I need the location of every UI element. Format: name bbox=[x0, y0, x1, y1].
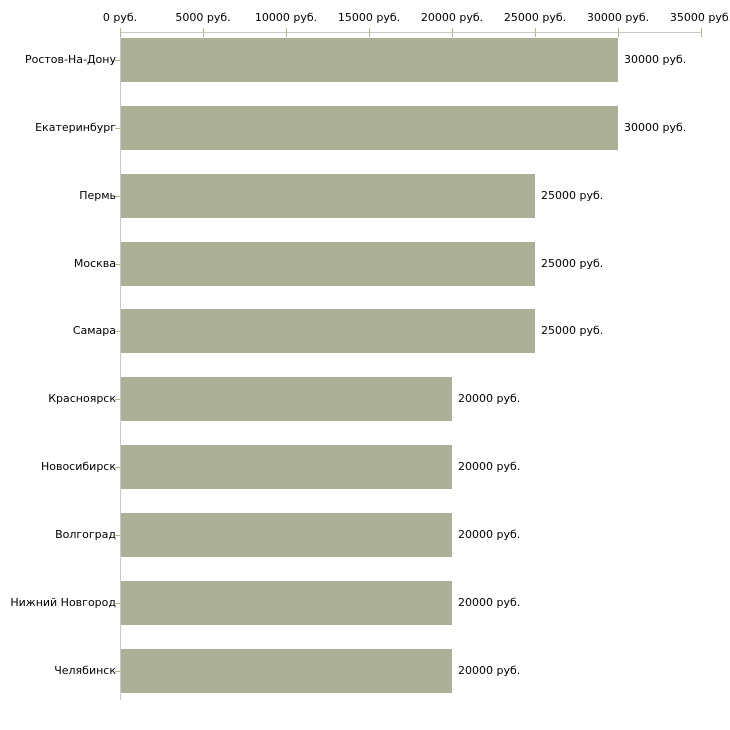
category-label: Новосибирск bbox=[40, 460, 116, 473]
value-label: 20000 руб. bbox=[458, 528, 521, 541]
x-tick-mark bbox=[120, 28, 121, 37]
value-label: 20000 руб. bbox=[458, 596, 521, 609]
bar bbox=[121, 106, 618, 150]
category-label: Москва bbox=[73, 257, 116, 270]
y-tick-mark bbox=[115, 671, 120, 672]
value-label: 25000 руб. bbox=[541, 189, 604, 202]
x-tick-mark bbox=[535, 28, 536, 37]
x-tick-label: 15000 руб. bbox=[337, 11, 401, 24]
x-tick-label: 0 руб. bbox=[102, 11, 138, 24]
bar bbox=[121, 649, 452, 693]
value-label: 20000 руб. bbox=[458, 664, 521, 677]
category-label: Ростов-На-Дону bbox=[24, 53, 116, 66]
x-tick-label: 30000 руб. bbox=[586, 11, 650, 24]
y-tick-mark bbox=[115, 128, 120, 129]
category-label: Челябинск bbox=[54, 664, 116, 677]
value-label: 25000 руб. bbox=[541, 257, 604, 270]
category-label: Красноярск bbox=[48, 392, 116, 405]
value-label: 30000 руб. bbox=[624, 53, 687, 66]
x-tick-label: 5000 руб. bbox=[175, 11, 231, 24]
bar bbox=[121, 242, 535, 286]
bar bbox=[121, 309, 535, 353]
x-tick-mark bbox=[452, 28, 453, 37]
category-label: Волгоград bbox=[55, 528, 116, 541]
y-tick-mark bbox=[115, 196, 120, 197]
x-tick-mark bbox=[286, 28, 287, 37]
y-tick-mark bbox=[115, 331, 120, 332]
y-tick-mark bbox=[115, 399, 120, 400]
x-tick-mark bbox=[369, 28, 370, 37]
y-tick-mark bbox=[115, 603, 120, 604]
x-tick-label: 10000 руб. bbox=[254, 11, 318, 24]
bar bbox=[121, 513, 452, 557]
value-label: 25000 руб. bbox=[541, 324, 604, 337]
y-tick-mark bbox=[115, 60, 120, 61]
y-axis-line bbox=[120, 32, 121, 700]
x-tick-label: 35000 руб. bbox=[669, 11, 730, 24]
category-label: Пермь bbox=[79, 189, 116, 202]
x-tick-mark bbox=[701, 28, 702, 37]
x-tick-mark bbox=[618, 28, 619, 37]
category-label: Самара bbox=[72, 324, 116, 337]
value-label: 20000 руб. bbox=[458, 460, 521, 473]
y-tick-mark bbox=[115, 535, 120, 536]
x-tick-label: 20000 руб. bbox=[420, 11, 484, 24]
category-label: Екатеринбург bbox=[35, 121, 116, 134]
y-tick-mark bbox=[115, 264, 120, 265]
bar bbox=[121, 445, 452, 489]
y-tick-mark bbox=[115, 467, 120, 468]
bar bbox=[121, 38, 618, 82]
x-tick-label: 25000 руб. bbox=[503, 11, 567, 24]
bar bbox=[121, 377, 452, 421]
value-label: 20000 руб. bbox=[458, 392, 521, 405]
bar bbox=[121, 581, 452, 625]
bar bbox=[121, 174, 535, 218]
x-tick-mark bbox=[203, 28, 204, 37]
category-label: Нижний Новгород bbox=[10, 596, 116, 609]
value-label: 30000 руб. bbox=[624, 121, 687, 134]
x-axis-line bbox=[120, 32, 702, 33]
